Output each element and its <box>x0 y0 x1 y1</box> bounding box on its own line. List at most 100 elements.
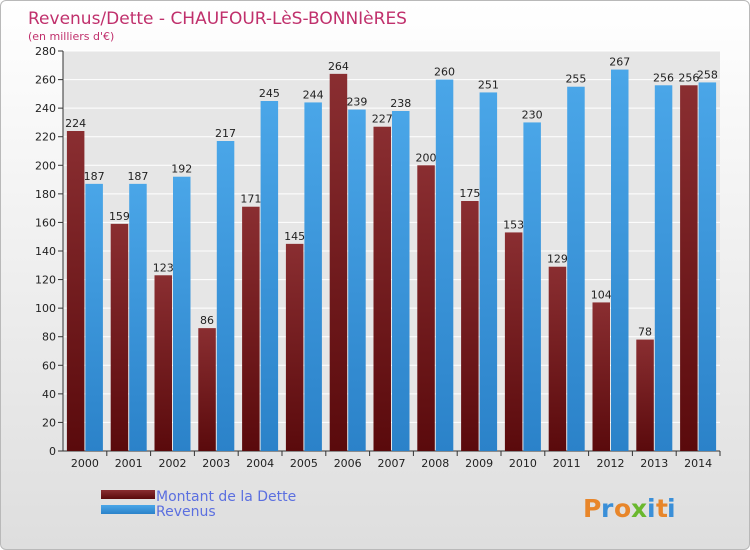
bar-dette <box>636 339 654 451</box>
bar-dette <box>154 275 172 451</box>
x-tick-label: 2011 <box>553 457 581 470</box>
logo-letter: t <box>656 494 668 523</box>
y-tick-label: 20 <box>42 416 56 429</box>
data-label: 267 <box>609 56 630 69</box>
x-tick-label: 2006 <box>334 457 362 470</box>
y-tick-label: 200 <box>35 159 56 172</box>
data-label: 175 <box>459 187 480 200</box>
bar-dette <box>329 73 348 451</box>
x-tick-label: 2002 <box>159 457 187 470</box>
x-tick-label: 2005 <box>290 457 318 470</box>
data-label: 123 <box>153 261 174 274</box>
bar-dette <box>504 232 523 451</box>
bar-revenus <box>392 111 410 451</box>
bar-dette <box>461 201 479 451</box>
data-label: 224 <box>65 117 86 130</box>
data-label: 153 <box>503 218 524 231</box>
data-label: 256 <box>678 71 699 84</box>
logo-letter: i <box>647 494 656 523</box>
bar-dette <box>242 206 260 451</box>
data-label: 260 <box>434 66 455 79</box>
data-label: 187 <box>127 170 148 183</box>
data-label: 227 <box>372 113 393 126</box>
y-tick-label: 80 <box>42 331 56 344</box>
x-tick-label: 2007 <box>378 457 406 470</box>
bar-revenus <box>523 122 541 451</box>
logo-letter: r <box>601 494 614 523</box>
bar-revenus <box>567 86 585 451</box>
x-tick-label: 2010 <box>509 457 537 470</box>
bar-revenus <box>435 79 454 452</box>
x-tick-label: 2003 <box>202 457 230 470</box>
bar-dette <box>592 302 610 451</box>
bar-revenus <box>348 109 366 452</box>
bar-revenus <box>173 176 191 451</box>
data-label: 230 <box>522 108 543 121</box>
bar-revenus <box>260 101 279 451</box>
legend-label: Revenus <box>156 504 216 520</box>
y-tick-label: 220 <box>35 131 56 144</box>
x-tick-label: 2004 <box>246 457 274 470</box>
y-tick-label: 140 <box>35 245 56 258</box>
data-label: 239 <box>346 96 367 109</box>
legend-label: Montant de la Dette <box>156 489 296 505</box>
y-tick-label: 60 <box>42 359 56 372</box>
data-label: 187 <box>84 170 105 183</box>
bar-dette <box>417 165 435 452</box>
bar-revenus <box>654 85 673 452</box>
x-tick-label: 2000 <box>71 457 99 470</box>
bar-dette <box>285 243 304 451</box>
bar-revenus <box>304 102 322 451</box>
bar-revenus <box>479 92 498 451</box>
data-label: 200 <box>416 151 437 164</box>
x-tick-label: 2001 <box>115 457 143 470</box>
data-label: 256 <box>653 71 674 84</box>
logo-letter: x <box>631 494 647 523</box>
data-label: 255 <box>565 73 586 86</box>
y-tick-label: 260 <box>35 74 56 87</box>
x-tick-label: 2012 <box>597 457 625 470</box>
bar-dette <box>198 328 216 451</box>
data-label: 86 <box>200 314 214 327</box>
y-tick-label: 120 <box>35 274 56 287</box>
data-label: 258 <box>697 68 718 81</box>
data-label: 244 <box>303 88 324 101</box>
data-label: 159 <box>109 210 130 223</box>
y-tick-label: 160 <box>35 216 56 229</box>
y-tick-label: 0 <box>49 445 56 458</box>
bar-dette <box>680 85 698 452</box>
bar-revenus <box>85 183 103 451</box>
x-tick-label: 2008 <box>421 457 449 470</box>
data-label: 78 <box>638 326 652 339</box>
data-label: 145 <box>284 230 305 243</box>
logo-letter: i <box>667 494 676 523</box>
data-label: 251 <box>478 78 499 91</box>
bar-revenus <box>698 82 717 451</box>
plot-area: 0 20 40 60 80 100 120 140 160 180 200 220 240 260 280 2… <box>35 45 721 470</box>
y-tick-label: 40 <box>42 388 56 401</box>
y-tick-label: 100 <box>35 302 56 315</box>
data-label: 217 <box>215 127 236 140</box>
x-tick-label: 2009 <box>465 457 493 470</box>
data-label: 245 <box>259 87 280 100</box>
x-tick-label: 2014 <box>684 457 712 470</box>
data-label: 104 <box>591 288 612 301</box>
bar-revenus <box>129 183 147 451</box>
data-label: 129 <box>547 253 568 266</box>
x-tick-label: 2013 <box>640 457 668 470</box>
legend-swatch <box>101 505 155 514</box>
data-label: 171 <box>240 193 261 206</box>
bar-revenus <box>611 69 629 452</box>
y-tick-label: 240 <box>35 102 56 115</box>
logo-letter: o <box>614 494 631 523</box>
bar-dette <box>373 126 391 451</box>
y-tick-label: 280 <box>35 45 56 58</box>
legend-swatch <box>101 490 155 499</box>
y-tick-label: 180 <box>35 188 56 201</box>
bar-dette <box>110 223 129 451</box>
logo-letter: P <box>583 494 601 523</box>
